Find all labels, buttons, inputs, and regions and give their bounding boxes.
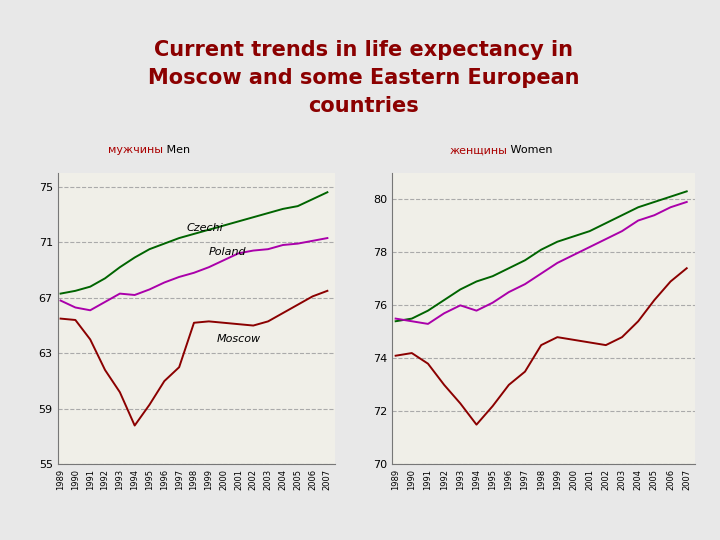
- Text: Men: Men: [163, 145, 190, 156]
- Text: Czechi: Czechi: [186, 223, 223, 233]
- Text: Moscow: Moscow: [216, 334, 261, 344]
- Text: Current trends in life expectancy in
Moscow and some Eastern European
countries: Current trends in life expectancy in Mos…: [148, 40, 580, 116]
- Text: женщины: женщины: [449, 145, 508, 156]
- Text: Poland: Poland: [209, 247, 246, 256]
- Text: мужчины: мужчины: [108, 145, 163, 156]
- Text: Women: Women: [508, 145, 553, 156]
